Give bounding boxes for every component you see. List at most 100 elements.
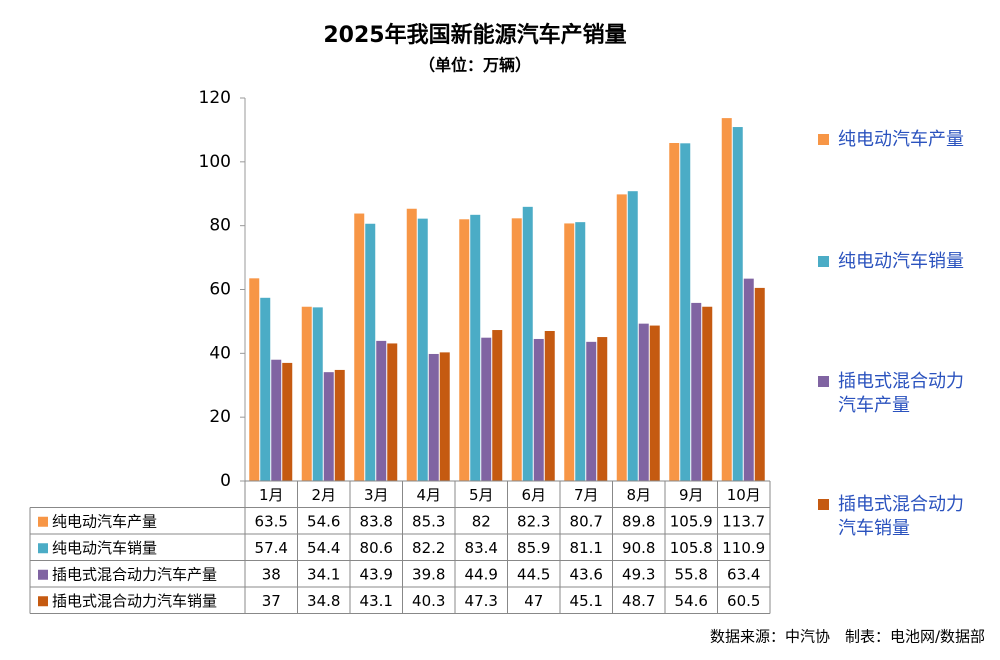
legend-swatch xyxy=(818,134,829,145)
legend-swatch xyxy=(818,256,829,267)
source-note: 数据来源：中汽协 制表：电池网/数据部 xyxy=(710,628,985,646)
y-tick-label: 0 xyxy=(220,471,231,491)
table-cell: 54.4 xyxy=(307,539,340,557)
chart-subtitle: （单位：万辆） xyxy=(419,56,531,75)
legend-item: 纯电动汽车销量 xyxy=(818,250,970,274)
legend-item: 插电式混合动力汽车销量 xyxy=(818,493,970,541)
table-cell: 45.1 xyxy=(570,592,603,610)
legend-swatch xyxy=(818,499,829,510)
y-tick-label: 120 xyxy=(199,88,231,108)
x-tick-label: 3月 xyxy=(364,486,389,504)
table-cell: 37 xyxy=(262,592,281,610)
bar xyxy=(354,213,365,481)
bar xyxy=(260,297,271,481)
table-cell: 34.1 xyxy=(307,565,340,583)
table-cell: 85.3 xyxy=(412,512,445,530)
bar xyxy=(522,206,533,482)
bar xyxy=(312,307,323,481)
table-row-label: 纯电动汽车销量 xyxy=(52,539,157,557)
bar xyxy=(301,306,312,481)
bar xyxy=(481,337,492,481)
bar xyxy=(406,208,417,481)
x-tick-label: 1月 xyxy=(259,486,284,504)
y-tick-label: 20 xyxy=(209,407,231,427)
table-cell: 110.9 xyxy=(722,539,765,557)
bar xyxy=(754,287,765,481)
table-cell: 80.7 xyxy=(570,512,603,530)
bar xyxy=(271,359,282,481)
bar xyxy=(470,214,481,481)
bar xyxy=(743,278,754,481)
table-cell: 113.7 xyxy=(722,512,765,530)
table-cell: 105.8 xyxy=(670,539,713,557)
table-cell: 80.6 xyxy=(360,539,393,557)
bar xyxy=(680,143,691,482)
table-cell: 43.6 xyxy=(570,565,603,583)
bar xyxy=(323,372,334,481)
table-cell: 83.8 xyxy=(360,512,393,530)
legend-label: 插电式混合动力汽车产量 xyxy=(838,371,964,416)
table-cell: 85.9 xyxy=(517,539,550,557)
y-tick-label: 60 xyxy=(209,280,231,300)
table-cell: 83.4 xyxy=(465,539,498,557)
bar xyxy=(439,352,450,481)
table-row-label: 纯电动汽车产量 xyxy=(52,512,157,530)
table-cell: 40.3 xyxy=(412,592,445,610)
bar xyxy=(575,222,586,482)
table-cell: 43.9 xyxy=(360,565,393,583)
table-cell: 82 xyxy=(472,512,491,530)
table-cell: 39.8 xyxy=(412,565,445,583)
table-cell: 60.5 xyxy=(727,592,760,610)
bar xyxy=(492,330,503,481)
legend-item: 插电式混合动力汽车产量 xyxy=(818,370,970,418)
bar xyxy=(533,338,544,481)
table-row-label: 插电式混合动力汽车产量 xyxy=(52,565,217,583)
bar xyxy=(669,143,680,481)
table-cell: 63.4 xyxy=(727,565,760,583)
table-cell: 90.8 xyxy=(622,539,655,557)
bar xyxy=(597,337,608,481)
bar xyxy=(417,218,428,481)
x-tick-label: 2月 xyxy=(311,486,336,504)
table-cell: 82.2 xyxy=(412,539,445,557)
bar xyxy=(387,343,398,481)
bar xyxy=(564,223,575,481)
bar xyxy=(376,340,387,481)
table-cell: 48.7 xyxy=(622,592,655,610)
table-cell: 44.5 xyxy=(517,565,550,583)
table-cell: 54.6 xyxy=(307,512,340,530)
bar xyxy=(511,218,522,481)
table-legend-swatch xyxy=(38,543,48,554)
bar xyxy=(702,306,713,481)
bar xyxy=(649,325,660,481)
bar xyxy=(627,191,638,482)
bar xyxy=(638,323,649,481)
table-cell: 55.8 xyxy=(675,565,708,583)
y-tick-label: 80 xyxy=(209,216,231,236)
table-cell: 54.6 xyxy=(675,592,708,610)
x-tick-label: 7月 xyxy=(574,486,599,504)
x-tick-label: 9月 xyxy=(679,486,704,504)
bar xyxy=(428,353,439,481)
legend-label: 纯电动汽车产量 xyxy=(838,129,964,150)
x-tick-label: 4月 xyxy=(416,486,441,504)
chart-title: 2025年我国新能源汽车产销量 xyxy=(323,22,626,48)
x-tick-label: 5月 xyxy=(469,486,494,504)
table-legend-swatch xyxy=(38,596,48,607)
bar xyxy=(732,127,743,482)
table-cell: 105.9 xyxy=(670,512,713,530)
bar xyxy=(365,223,376,482)
table-cell: 34.8 xyxy=(307,592,340,610)
legend-label: 纯电动汽车销量 xyxy=(838,251,964,272)
table-row-label: 插电式混合动力汽车销量 xyxy=(52,592,217,610)
table-cell: 63.5 xyxy=(255,512,288,530)
table-cell: 81.1 xyxy=(570,539,603,557)
x-tick-label: 6月 xyxy=(521,486,546,504)
bar xyxy=(459,219,470,482)
bar xyxy=(544,330,555,481)
table-cell: 47 xyxy=(524,592,543,610)
x-tick-label: 8月 xyxy=(626,486,651,504)
table-cell: 49.3 xyxy=(622,565,655,583)
